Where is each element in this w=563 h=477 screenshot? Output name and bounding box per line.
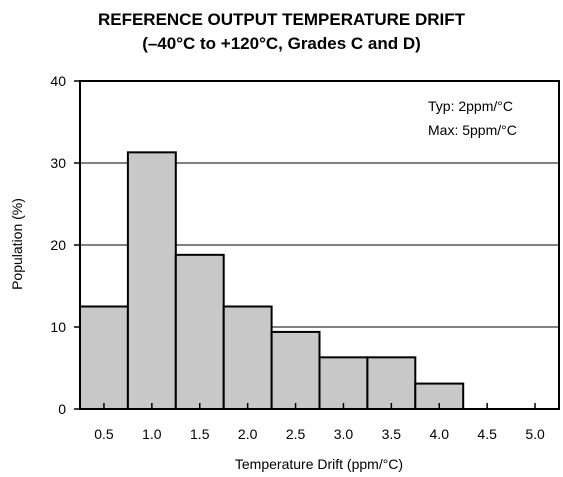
x-tick-label-5: 3.0 — [334, 426, 354, 442]
y-axis-label: Population (%) — [9, 198, 25, 290]
x-tick-label-2: 1.5 — [190, 426, 210, 442]
bar-0 — [79, 305, 129, 410]
chart-title-line-1: REFERENCE OUTPUT TEMPERATURE DRIFT — [97, 10, 466, 29]
x-tick-label-7: 4.0 — [430, 426, 450, 442]
y-tick-label-40: 40 — [50, 73, 66, 89]
x-tick-label-1: 1.0 — [142, 426, 162, 442]
bar-1 — [126, 151, 177, 410]
x-axis-ticks: 0.5 1.0 1.5 2.0 2.5 3.0 3.5 4.0 4.5 5.0 — [94, 403, 545, 442]
bar-6 — [366, 356, 417, 410]
y-tick-label-0: 0 — [58, 401, 66, 417]
annotation-maximum: Max: 5ppm/°C — [428, 122, 517, 138]
x-tick-label-3: 2.0 — [238, 426, 258, 442]
bar-4 — [270, 330, 321, 411]
y-axis-ticks: 0 10 20 30 40 — [50, 73, 80, 417]
chart-title-line-2: (–40°C to +120°C, Grades C and D) — [142, 34, 421, 53]
histogram-bars — [79, 151, 465, 411]
x-tick-label-4: 2.5 — [286, 426, 306, 442]
x-tick-label-8: 4.5 — [477, 426, 497, 442]
y-tick-label-10: 10 — [50, 319, 66, 335]
x-axis-label: Temperature Drift (ppm/°C) — [235, 456, 403, 472]
y-tick-label-20: 20 — [50, 237, 66, 253]
bar-2 — [174, 253, 225, 410]
chart-title: REFERENCE OUTPUT TEMPERATURE DRIFT (–40°… — [0, 8, 563, 56]
x-tick-label-9: 5.0 — [525, 426, 545, 442]
annotation-typical: Typ: 2ppm/°C — [428, 98, 513, 114]
y-tick-label-30: 30 — [50, 155, 66, 171]
bar-5 — [318, 356, 369, 410]
x-tick-label-6: 3.5 — [382, 426, 402, 442]
bar-3 — [222, 305, 273, 410]
x-tick-label-0: 0.5 — [94, 426, 114, 442]
